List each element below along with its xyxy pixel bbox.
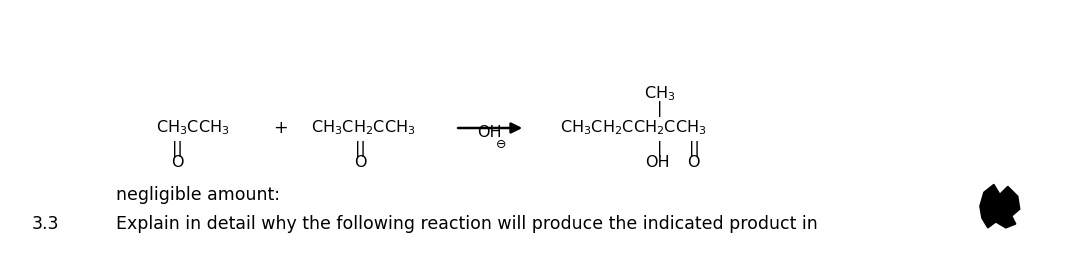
Text: O: O	[687, 155, 700, 170]
Text: OH: OH	[477, 125, 502, 141]
Text: O: O	[171, 155, 184, 170]
Text: 3.3: 3.3	[31, 215, 58, 233]
Text: |: |	[657, 141, 662, 157]
Text: CH$_3$: CH$_3$	[644, 84, 675, 103]
Text: O: O	[354, 155, 367, 170]
Text: ||: ||	[689, 141, 700, 157]
Polygon shape	[980, 184, 1020, 228]
Text: OH: OH	[646, 155, 670, 170]
Text: |: |	[657, 101, 662, 117]
Text: CH$_3$CH$_2$CCH$_3$: CH$_3$CH$_2$CCH$_3$	[311, 119, 415, 137]
Text: ||: ||	[355, 141, 366, 157]
Text: Explain in detail why the following reaction will produce the indicated product : Explain in detail why the following reac…	[116, 215, 818, 233]
Text: +: +	[273, 119, 288, 137]
Text: CH$_3$CCH$_3$: CH$_3$CCH$_3$	[156, 119, 230, 137]
Text: CH$_3$CH$_2$CCH$_2$CCH$_3$: CH$_3$CH$_2$CCH$_2$CCH$_3$	[559, 119, 706, 137]
Text: ⊖: ⊖	[496, 138, 507, 151]
Text: ||: ||	[172, 141, 183, 157]
Text: negligible amount:: negligible amount:	[116, 186, 280, 204]
